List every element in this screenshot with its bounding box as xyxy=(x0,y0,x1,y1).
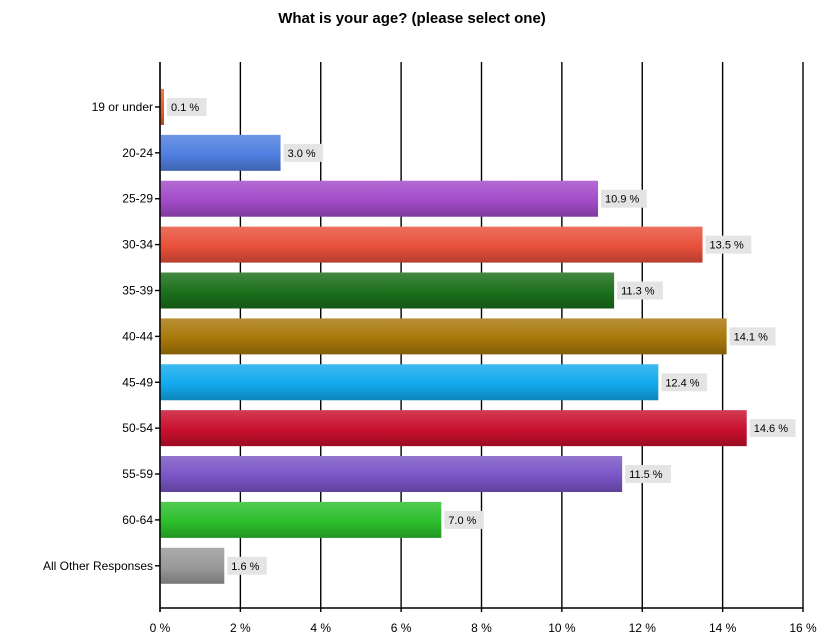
x-tick-label: 2 % xyxy=(230,621,251,635)
data-label: 7.0 % xyxy=(448,515,476,527)
data-label-bg xyxy=(167,97,207,116)
category-label: 60-64 xyxy=(122,513,153,527)
data-label-bg xyxy=(729,327,776,346)
bar xyxy=(160,410,747,447)
category-label: 55-59 xyxy=(122,467,153,481)
data-label: 12.4 % xyxy=(665,377,699,389)
bar xyxy=(160,501,442,538)
bar xyxy=(160,88,165,125)
x-tick-label: 4 % xyxy=(310,621,331,635)
x-tick-label: 12 % xyxy=(629,621,657,635)
data-label: 11.5 % xyxy=(629,469,663,481)
data-label: 14.6 % xyxy=(754,423,788,435)
axes: 0 % 2 % 4 % 6 % 8 % 10 % 12 % 14 % 16 % 19 or und… xyxy=(43,62,817,635)
bar xyxy=(160,364,659,401)
data-label: 14.1 % xyxy=(734,331,768,343)
bar xyxy=(160,226,703,263)
bar xyxy=(160,456,623,493)
x-tick-label: 0 % xyxy=(150,621,171,635)
data-label: 3.0 % xyxy=(288,148,316,160)
category-label: 35-39 xyxy=(122,283,153,297)
category-label: 25-29 xyxy=(122,192,153,206)
data-label-bg xyxy=(617,281,663,300)
bar xyxy=(160,547,225,584)
bar xyxy=(160,272,615,309)
bar xyxy=(160,318,727,355)
data-label: 13.5 % xyxy=(710,240,744,252)
x-tick-label: 16 % xyxy=(789,621,817,635)
data-label-bg xyxy=(749,419,796,438)
category-label: 45-49 xyxy=(122,375,153,389)
data-label: 11.3 % xyxy=(621,285,655,297)
category-label: 50-54 xyxy=(122,421,153,435)
bar xyxy=(160,134,281,171)
bars: 0.1 % 3.0 % 10.9 % 13.5 % 11.3 % 14.1 % 12.4 %… xyxy=(160,88,796,584)
data-label-bg xyxy=(444,510,484,529)
category-label: 40-44 xyxy=(122,329,153,343)
data-label: 1.6 % xyxy=(231,561,259,573)
data-label: 10.9 % xyxy=(605,194,639,206)
data-label-bg xyxy=(227,556,267,575)
category-label: 30-34 xyxy=(122,238,153,252)
bar xyxy=(160,180,599,217)
x-tick-label: 8 % xyxy=(471,621,492,635)
category-label: 20-24 xyxy=(122,146,153,160)
data-label-bg xyxy=(283,143,324,162)
chart-title: What is your age? (please select one) xyxy=(278,10,546,27)
x-tick-label: 6 % xyxy=(391,621,412,635)
data-label-bg xyxy=(625,465,671,484)
data-label-bg xyxy=(705,235,752,254)
x-tick-label: 10 % xyxy=(548,621,576,635)
data-label-bg xyxy=(661,373,708,392)
category-label: All Other Responses xyxy=(43,559,153,573)
x-tick-label: 14 % xyxy=(709,621,737,635)
data-label-bg xyxy=(601,189,647,208)
category-label: 19 or under xyxy=(92,100,153,114)
data-label: 0.1 % xyxy=(171,102,199,114)
